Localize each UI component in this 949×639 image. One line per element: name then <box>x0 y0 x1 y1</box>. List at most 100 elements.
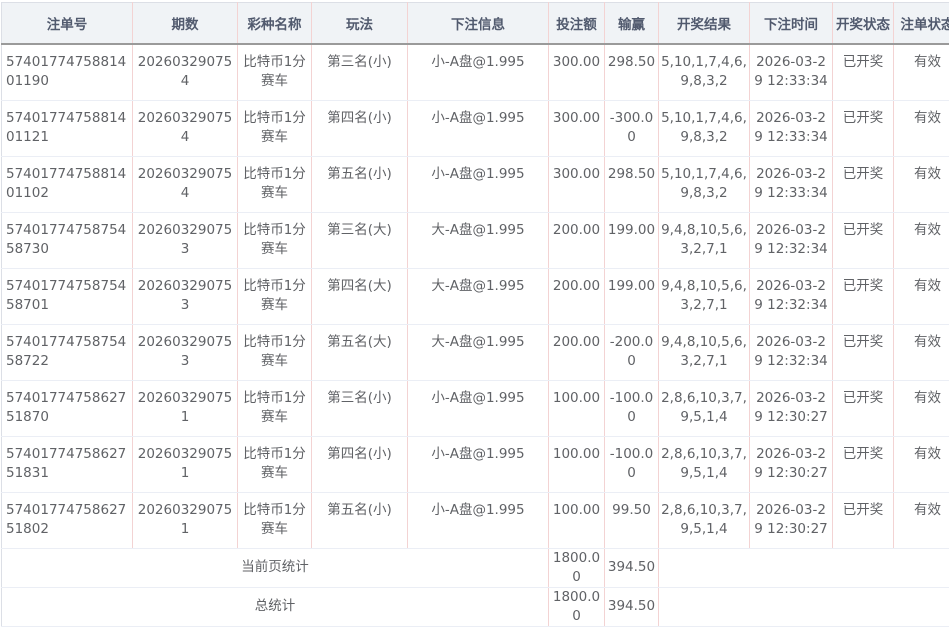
cell-lottery-name: 比特币1分赛车 <box>237 380 312 437</box>
cell-bet-time: 2026-03-29 12:33:34 <box>749 100 833 157</box>
cell-order-status: 有效 <box>893 268 949 325</box>
cell-lottery-name: 比特币1分赛车 <box>237 100 312 157</box>
cell-play-type: 第四名(小) <box>311 436 408 493</box>
cell-order-status: 有效 <box>893 100 949 157</box>
summary-row: 总统计 1800.00 394.50 <box>1 587 949 627</box>
cell-bet-amount: 100.00 <box>548 492 605 549</box>
cell-play-type: 第五名(大) <box>311 324 408 381</box>
cell-bet-time: 2026-03-29 12:32:34 <box>749 324 833 381</box>
cell-bet-info: 小-A盘@1.995 <box>407 492 549 549</box>
column-header-profit: 输赢 <box>604 2 659 45</box>
cell-draw-status: 已开奖 <box>832 268 894 325</box>
summary-empty <box>658 587 949 627</box>
cell-bet-time: 2026-03-29 12:33:34 <box>749 44 833 101</box>
cell-period: 202603290754 <box>132 100 238 157</box>
cell-bet-time: 2026-03-29 12:30:27 <box>749 436 833 493</box>
cell-order-id: 5740177475881401102 <box>1 156 133 213</box>
table-row: 5740177475875458701 202603290753 比特币1分赛车 第四… <box>1 268 949 325</box>
cell-bet-time: 2026-03-29 12:30:27 <box>749 380 833 437</box>
table-row: 5740177475881401121 202603290754 比特币1分赛车 第四… <box>1 100 949 157</box>
cell-order-id: 5740177475862751831 <box>1 436 133 493</box>
cell-draw-status: 已开奖 <box>832 44 894 101</box>
cell-period: 202603290751 <box>132 436 238 493</box>
cell-draw-status: 已开奖 <box>832 156 894 213</box>
cell-order-status: 有效 <box>893 380 949 437</box>
cell-bet-amount: 200.00 <box>548 212 605 269</box>
cell-order-id: 5740177475862751870 <box>1 380 133 437</box>
cell-lottery-name: 比特币1分赛车 <box>237 492 312 549</box>
cell-bet-info: 大-A盘@1.995 <box>407 212 549 269</box>
cell-draw-status: 已开奖 <box>832 492 894 549</box>
cell-draw-result: 9,4,8,10,5,6,3,2,7,1 <box>658 324 750 381</box>
cell-bet-amount: 300.00 <box>548 100 605 157</box>
cell-draw-status: 已开奖 <box>832 212 894 269</box>
cell-profit: 298.50 <box>604 44 659 101</box>
cell-bet-info: 小-A盘@1.995 <box>407 380 549 437</box>
cell-period: 202603290751 <box>132 492 238 549</box>
cell-order-id: 5740177475875458701 <box>1 268 133 325</box>
cell-play-type: 第五名(小) <box>311 156 408 213</box>
cell-order-id: 5740177475881401121 <box>1 100 133 157</box>
cell-period: 202603290753 <box>132 212 238 269</box>
summary-label: 总统计 <box>1 587 549 627</box>
cell-bet-info: 小-A盘@1.995 <box>407 44 549 101</box>
cell-play-type: 第三名(大) <box>311 212 408 269</box>
cell-order-status: 有效 <box>893 436 949 493</box>
cell-draw-status: 已开奖 <box>832 380 894 437</box>
cell-draw-result: 2,8,6,10,3,7,9,5,1,4 <box>658 436 750 493</box>
cell-period: 202603290754 <box>132 44 238 101</box>
cell-profit: -100.00 <box>604 380 659 437</box>
cell-bet-amount: 100.00 <box>548 380 605 437</box>
table-header-row: 注单号期数彩种名称玩法下注信息投注额输赢开奖结果下注时间开奖状态注单状态 <box>1 2 949 45</box>
cell-draw-result: 9,4,8,10,5,6,3,2,7,1 <box>658 212 750 269</box>
summary-profit: 394.50 <box>604 587 659 627</box>
cell-period: 202603290753 <box>132 324 238 381</box>
column-header-order-status: 注单状态 <box>893 2 949 45</box>
column-header-bet-info: 下注信息 <box>407 2 549 45</box>
cell-bet-info: 小-A盘@1.995 <box>407 436 549 493</box>
cell-order-status: 有效 <box>893 156 949 213</box>
cell-draw-result: 5,10,1,7,4,6,9,8,3,2 <box>658 44 750 101</box>
cell-lottery-name: 比特币1分赛车 <box>237 156 312 213</box>
summary-row: 当前页统计 1800.00 394.50 <box>1 548 949 588</box>
cell-draw-status: 已开奖 <box>832 100 894 157</box>
cell-profit: 99.50 <box>604 492 659 549</box>
cell-order-id: 5740177475875458730 <box>1 212 133 269</box>
cell-order-status: 有效 <box>893 492 949 549</box>
table-row: 5740177475881401102 202603290754 比特币1分赛车 第五… <box>1 156 949 213</box>
cell-lottery-name: 比特币1分赛车 <box>237 212 312 269</box>
cell-order-status: 有效 <box>893 212 949 269</box>
cell-play-type: 第三名(小) <box>311 380 408 437</box>
cell-draw-result: 5,10,1,7,4,6,9,8,3,2 <box>658 156 750 213</box>
summary-profit: 394.50 <box>604 548 659 588</box>
cell-play-type: 第五名(小) <box>311 492 408 549</box>
cell-bet-time: 2026-03-29 12:30:27 <box>749 492 833 549</box>
cell-bet-info: 小-A盘@1.995 <box>407 100 549 157</box>
cell-bet-info: 大-A盘@1.995 <box>407 324 549 381</box>
summary-amount: 1800.00 <box>548 548 605 588</box>
cell-play-type: 第三名(小) <box>311 44 408 101</box>
cell-order-status: 有效 <box>893 324 949 381</box>
cell-period: 202603290753 <box>132 268 238 325</box>
cell-bet-amount: 300.00 <box>548 156 605 213</box>
cell-bet-info: 小-A盘@1.995 <box>407 156 549 213</box>
cell-order-id: 5740177475875458722 <box>1 324 133 381</box>
cell-bet-time: 2026-03-29 12:32:34 <box>749 212 833 269</box>
cell-lottery-name: 比特币1分赛车 <box>237 324 312 381</box>
cell-bet-time: 2026-03-29 12:33:34 <box>749 156 833 213</box>
column-header-bet-amount: 投注额 <box>548 2 605 45</box>
cell-profit: 199.00 <box>604 212 659 269</box>
cell-bet-amount: 200.00 <box>548 324 605 381</box>
cell-bet-amount: 200.00 <box>548 268 605 325</box>
cell-draw-result: 2,8,6,10,3,7,9,5,1,4 <box>658 492 750 549</box>
cell-draw-status: 已开奖 <box>832 436 894 493</box>
summary-label: 当前页统计 <box>1 548 549 588</box>
cell-period: 202603290754 <box>132 156 238 213</box>
column-header-lottery-name: 彩种名称 <box>237 2 312 45</box>
cell-play-type: 第四名(大) <box>311 268 408 325</box>
summary-amount: 1800.00 <box>548 587 605 627</box>
column-header-draw-status: 开奖状态 <box>832 2 894 45</box>
cell-bet-info: 大-A盘@1.995 <box>407 268 549 325</box>
table-row: 5740177475875458722 202603290753 比特币1分赛车 第五… <box>1 324 949 381</box>
cell-lottery-name: 比特币1分赛车 <box>237 436 312 493</box>
